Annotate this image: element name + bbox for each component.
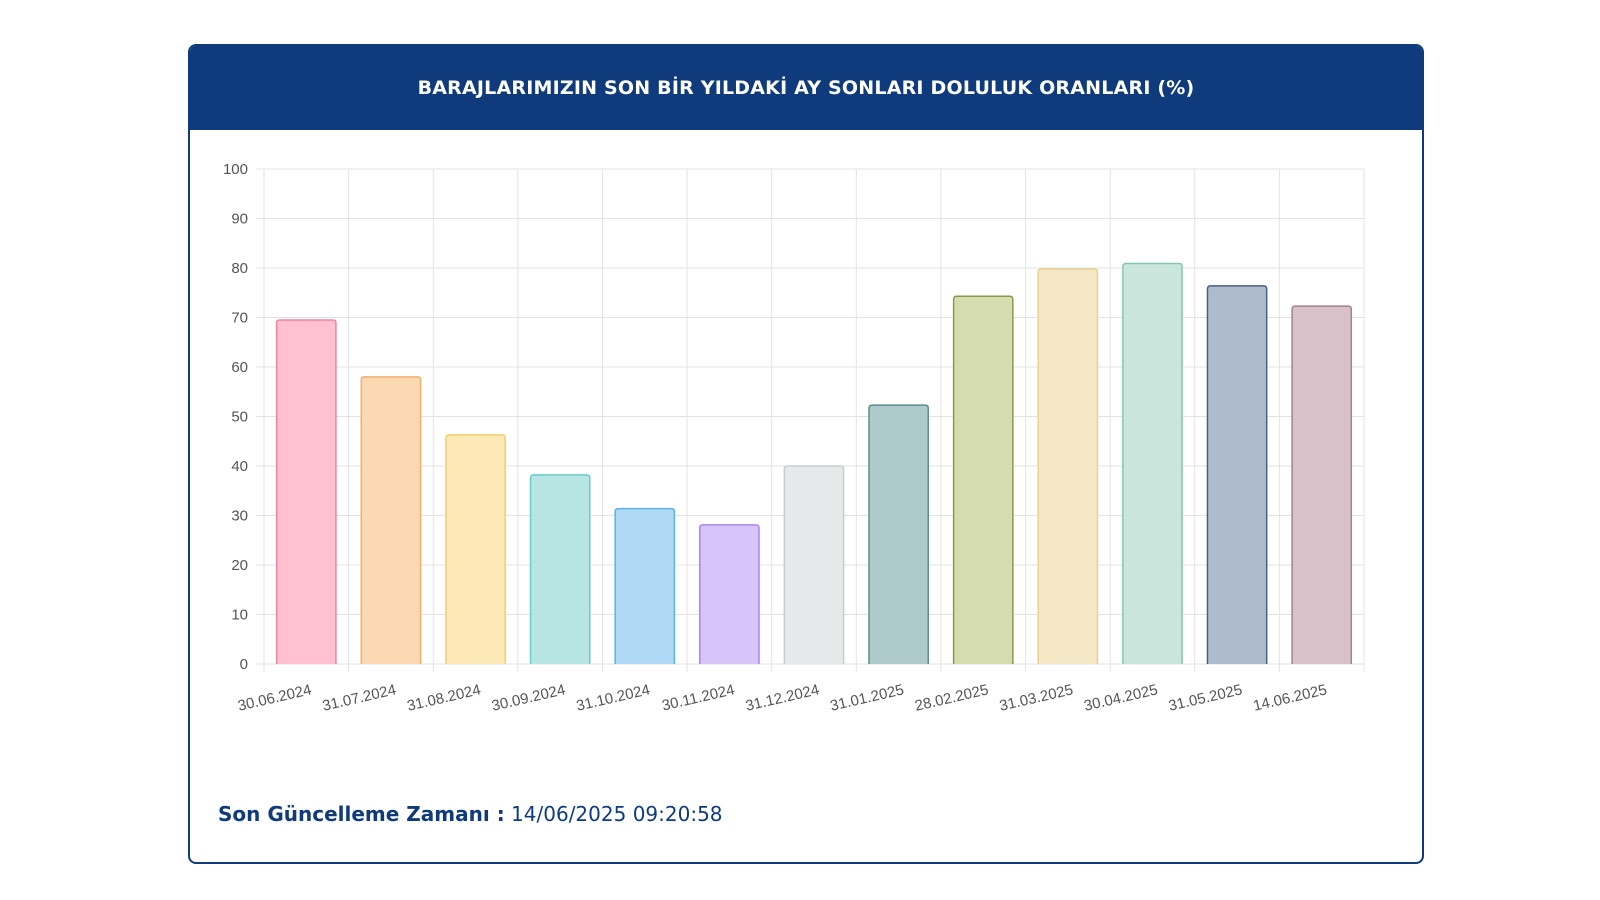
y-tick-label: 0 [240,656,248,673]
bar-28.02.2025 [952,295,1014,664]
x-tick-label: 28.02.2025 [913,681,990,714]
bar-30.09.2024 [529,474,591,664]
bar-31.08.2024 [445,434,506,664]
chart-area: 0 10 20 30 40 50 60 70 80 90 100 30.06.2024 31.07.20… [190,130,1422,770]
bar-30.11.2024 [699,524,760,664]
y-tick-label: 80 [231,260,248,277]
x-tick-label: 30.06.2024 [236,681,313,714]
last-update: Son Güncelleme Zamanı : 14/06/2025 09:20… [218,802,723,826]
x-tick-label: 31.08.2024 [405,681,482,714]
x-tick-label: 14.06.2025 [1252,681,1329,714]
y-tick-label: 40 [231,458,248,475]
chart-title: BARAJLARIMIZIN SON BİR YILDAKİ AY SONLAR… [417,77,1195,99]
x-tick-label: 31.10.2024 [575,681,652,714]
y-tick-label: 60 [231,359,248,376]
bar-31.07.2024 [360,376,422,664]
bar-30.06.2024 [275,319,337,664]
bar-chart: 0 10 20 30 40 50 60 70 80 90 100 30.06.2024 31.07.20… [223,161,1365,715]
bar-31.12.2024 [783,465,845,664]
card-header: BARAJLARIMIZIN SON BİR YILDAKİ AY SONLAR… [190,46,1422,130]
y-tick-label: 20 [231,557,248,574]
y-tick-label: 90 [231,211,248,228]
last-update-label: Son Güncelleme Zamanı : [218,802,505,826]
x-tick-label: 31.07.2024 [321,681,398,714]
x-tick-label: 30.04.2025 [1082,681,1159,714]
y-tick-label: 30 [231,508,248,525]
bar-30.04.2025 [1122,262,1183,664]
last-update-value: 14/06/2025 09:20:58 [504,802,723,826]
bar-31.03.2025 [1037,268,1099,664]
bar-31.05.2025 [1206,285,1268,664]
bar-14.06.2025 [1291,305,1353,664]
y-tick-label: 100 [223,161,248,178]
bar-31.10.2024 [614,507,676,664]
x-tick-label: 31.12.2024 [744,681,821,714]
x-tick-label: 31.03.2025 [998,681,1075,714]
x-tick-label: 31.01.2025 [829,681,906,714]
y-tick-label: 70 [231,310,248,327]
bar-31.01.2025 [868,404,929,664]
x-tick-label: 30.11.2024 [660,681,736,714]
x-tick-label: 31.05.2025 [1167,681,1244,714]
y-tick-label: 10 [231,607,248,624]
x-tick-label: 30.09.2024 [490,681,567,714]
chart-card: BARAJLARIMIZIN SON BİR YILDAKİ AY SONLAR… [188,44,1424,864]
y-tick-label: 50 [231,409,248,426]
